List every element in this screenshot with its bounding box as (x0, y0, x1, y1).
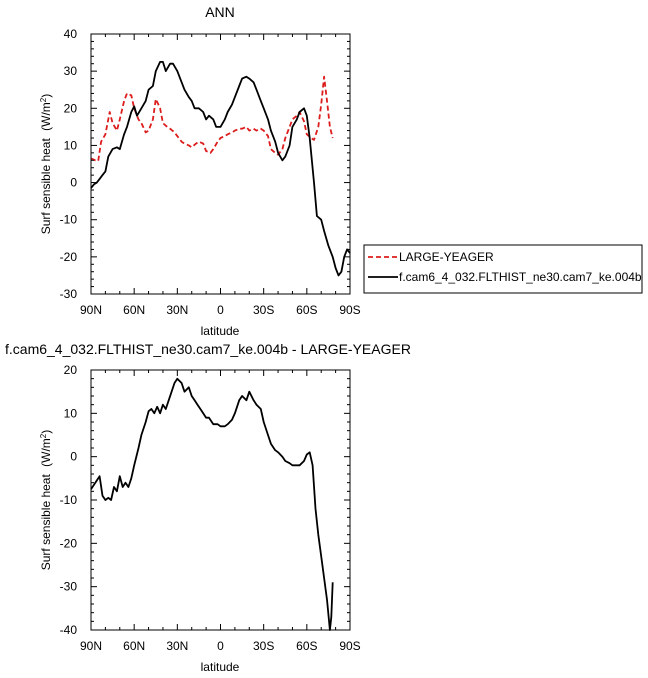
top-ytick-label: 40 (64, 27, 78, 41)
top-xtick-label: 30N (166, 303, 188, 317)
top-chart-series (90, 61, 351, 277)
bottom-xtick-label: 90S (339, 639, 360, 653)
top-chart-xlabel: latitude (201, 324, 240, 338)
top-xtick-label: 30S (253, 303, 274, 317)
top-series-line-0 (90, 75, 334, 162)
top-chart-ylabel-text: Surf sensible heat (39, 138, 53, 235)
legend-label-large-yeager: LARGE-YEAGER (399, 250, 494, 264)
bottom-chart-y-axis: -40 -30 -20 -10 0 10 20 (60, 363, 350, 637)
bottom-chart-xlabel: latitude (201, 660, 240, 674)
bottom-xtick-label: 0 (217, 639, 224, 653)
bottom-xtick-label: 90N (80, 639, 102, 653)
bottom-chart-plot-frame (90, 369, 351, 631)
bottom-xtick-label: 30N (166, 639, 188, 653)
bottom-xtick-label: 30S (253, 639, 274, 653)
bottom-chart-series (90, 377, 334, 631)
bottom-ytick-label: -40 (60, 623, 78, 637)
top-ytick-label: -30 (60, 287, 78, 301)
legend: LARGE-YEAGER f.cam6_4_032.FLTHIST_ne30.c… (363, 244, 643, 294)
bottom-chart-title: f.cam6_4_032.FLTHIST_ne30.cam7_ke.004b -… (5, 341, 411, 357)
top-chart-title: ANN (205, 4, 235, 20)
top-ytick-label: -20 (60, 250, 78, 264)
top-chart-y-axis: -30 -20 -10 0 10 20 30 40 (60, 27, 350, 301)
bottom-ytick-label: -10 (60, 493, 78, 507)
top-ytick-label: 10 (64, 138, 78, 152)
bottom-xtick-label: 60N (123, 639, 145, 653)
bottom-chart-ylabel-unit: (W/m (39, 438, 53, 467)
top-ytick-label: 30 (64, 64, 78, 78)
top-chart-plot-frame (90, 33, 351, 295)
bottom-chart-ylabel: Surf sensible heat (W/m2) (39, 430, 53, 571)
top-xtick-label: 60S (296, 303, 317, 317)
top-chart-ylabel-close: ) (39, 94, 53, 98)
bottom-ytick-label: -20 (60, 536, 78, 550)
top-xtick-label: 90S (339, 303, 360, 317)
bottom-chart-ylabel-close: ) (39, 430, 53, 434)
bottom-ytick-label: 0 (70, 450, 77, 464)
bottom-chart-ylabel-text: Surf sensible heat (39, 474, 53, 571)
top-chart-ylabel-unit: (W/m (39, 102, 53, 131)
top-ytick-label: -10 (60, 213, 78, 227)
legend-label-cam6: f.cam6_4_032.FLTHIST_ne30.cam7_ke.004b (399, 270, 642, 284)
bottom-ytick-label: -30 (60, 580, 78, 594)
top-ytick-label: 20 (64, 101, 78, 115)
top-xtick-label: 90N (80, 303, 102, 317)
bottom-chart-ylabel-sup: 2 (39, 433, 48, 438)
bottom-series-line-0 (90, 377, 334, 631)
bottom-ytick-label: 10 (64, 406, 78, 420)
bottom-ytick-label: 20 (64, 363, 78, 377)
top-chart-ylabel: Surf sensible heat (W/m2) (39, 94, 53, 235)
bottom-chart-x-axis: 90N 60N 30N 0 30S 60S 90S (80, 370, 361, 653)
bottom-chart: f.cam6_4_032.FLTHIST_ne30.cam7_ke.004b -… (5, 341, 411, 674)
legend-frame (363, 244, 643, 294)
top-series-line-1 (90, 61, 351, 277)
bottom-xtick-label: 60S (296, 639, 317, 653)
top-chart-ylabel-sup: 2 (39, 97, 48, 102)
top-ytick-label: 0 (70, 176, 77, 190)
top-xtick-label: 0 (217, 303, 224, 317)
top-chart-x-axis: 90N 60N 30N 0 30S 60S 90S (80, 34, 361, 317)
top-xtick-label: 60N (123, 303, 145, 317)
